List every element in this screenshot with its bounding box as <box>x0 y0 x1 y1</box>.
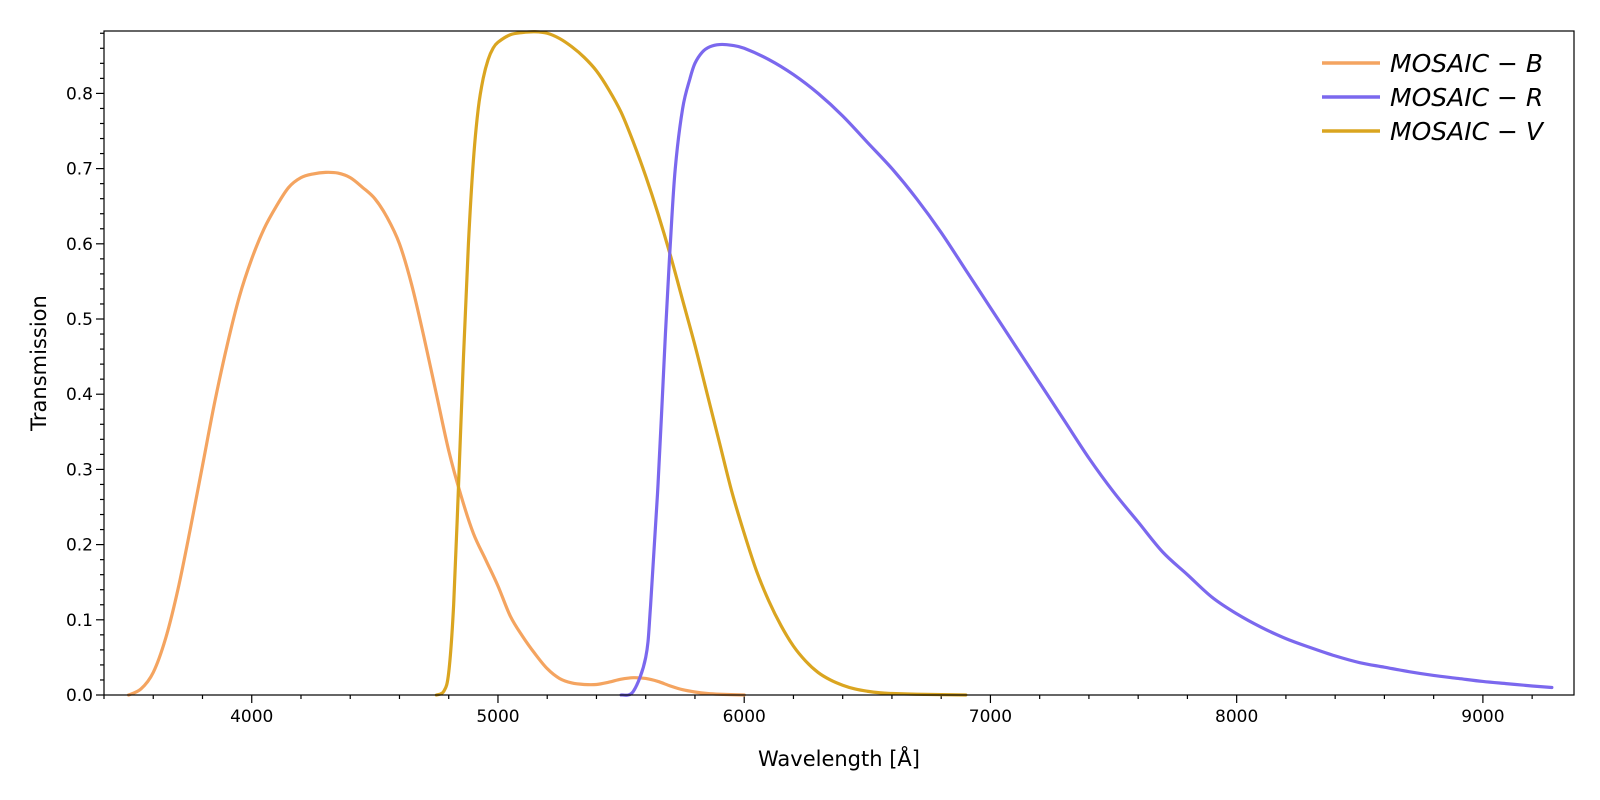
x-tick-label: 6000 <box>723 707 766 727</box>
series-line-mosaic-r <box>619 42 1554 697</box>
major-ticks: 4000 5000 6000 7000 8000 9000 0.0 0.1 0.2 0.3 0.4 0… <box>66 84 1505 727</box>
series-line-mosaic-b <box>127 170 746 697</box>
curves <box>127 30 1554 697</box>
legend-label-mosaic-b: MOSAIC − B <box>1390 49 1543 78</box>
series-line-mosaic-v <box>434 30 968 697</box>
y-tick-label: 0.8 <box>66 84 93 104</box>
y-tick-label: 0.3 <box>66 460 93 480</box>
y-tick-label: 0.4 <box>66 385 93 405</box>
legend-label-mosaic-r: MOSAIC − R <box>1390 83 1543 112</box>
x-tick-label: 7000 <box>969 707 1012 727</box>
y-tick-label: 0.2 <box>66 536 93 556</box>
x-tick-label: 5000 <box>476 707 519 727</box>
plot-frame <box>103 30 1575 696</box>
y-tick-label: 0.5 <box>66 310 93 330</box>
y-tick-label: 0.0 <box>66 686 93 706</box>
y-tick-label: 0.7 <box>66 160 93 180</box>
y-tick-label: 0.1 <box>66 611 93 631</box>
legend: MOSAIC − B MOSAIC − R MOSAIC − V <box>1322 49 1545 146</box>
y-tick-label: 0.6 <box>66 235 93 255</box>
x-tick-label: 9000 <box>1461 707 1504 727</box>
x-tick-label: 8000 <box>1215 707 1258 727</box>
x-tick-label: 4000 <box>230 707 273 727</box>
y-axis-label: Transmission <box>27 295 51 432</box>
minor-ticks <box>100 32 1533 699</box>
x-axis-label: Wavelength [Å] <box>758 745 920 771</box>
legend-label-mosaic-v: MOSAIC − V <box>1390 117 1545 146</box>
